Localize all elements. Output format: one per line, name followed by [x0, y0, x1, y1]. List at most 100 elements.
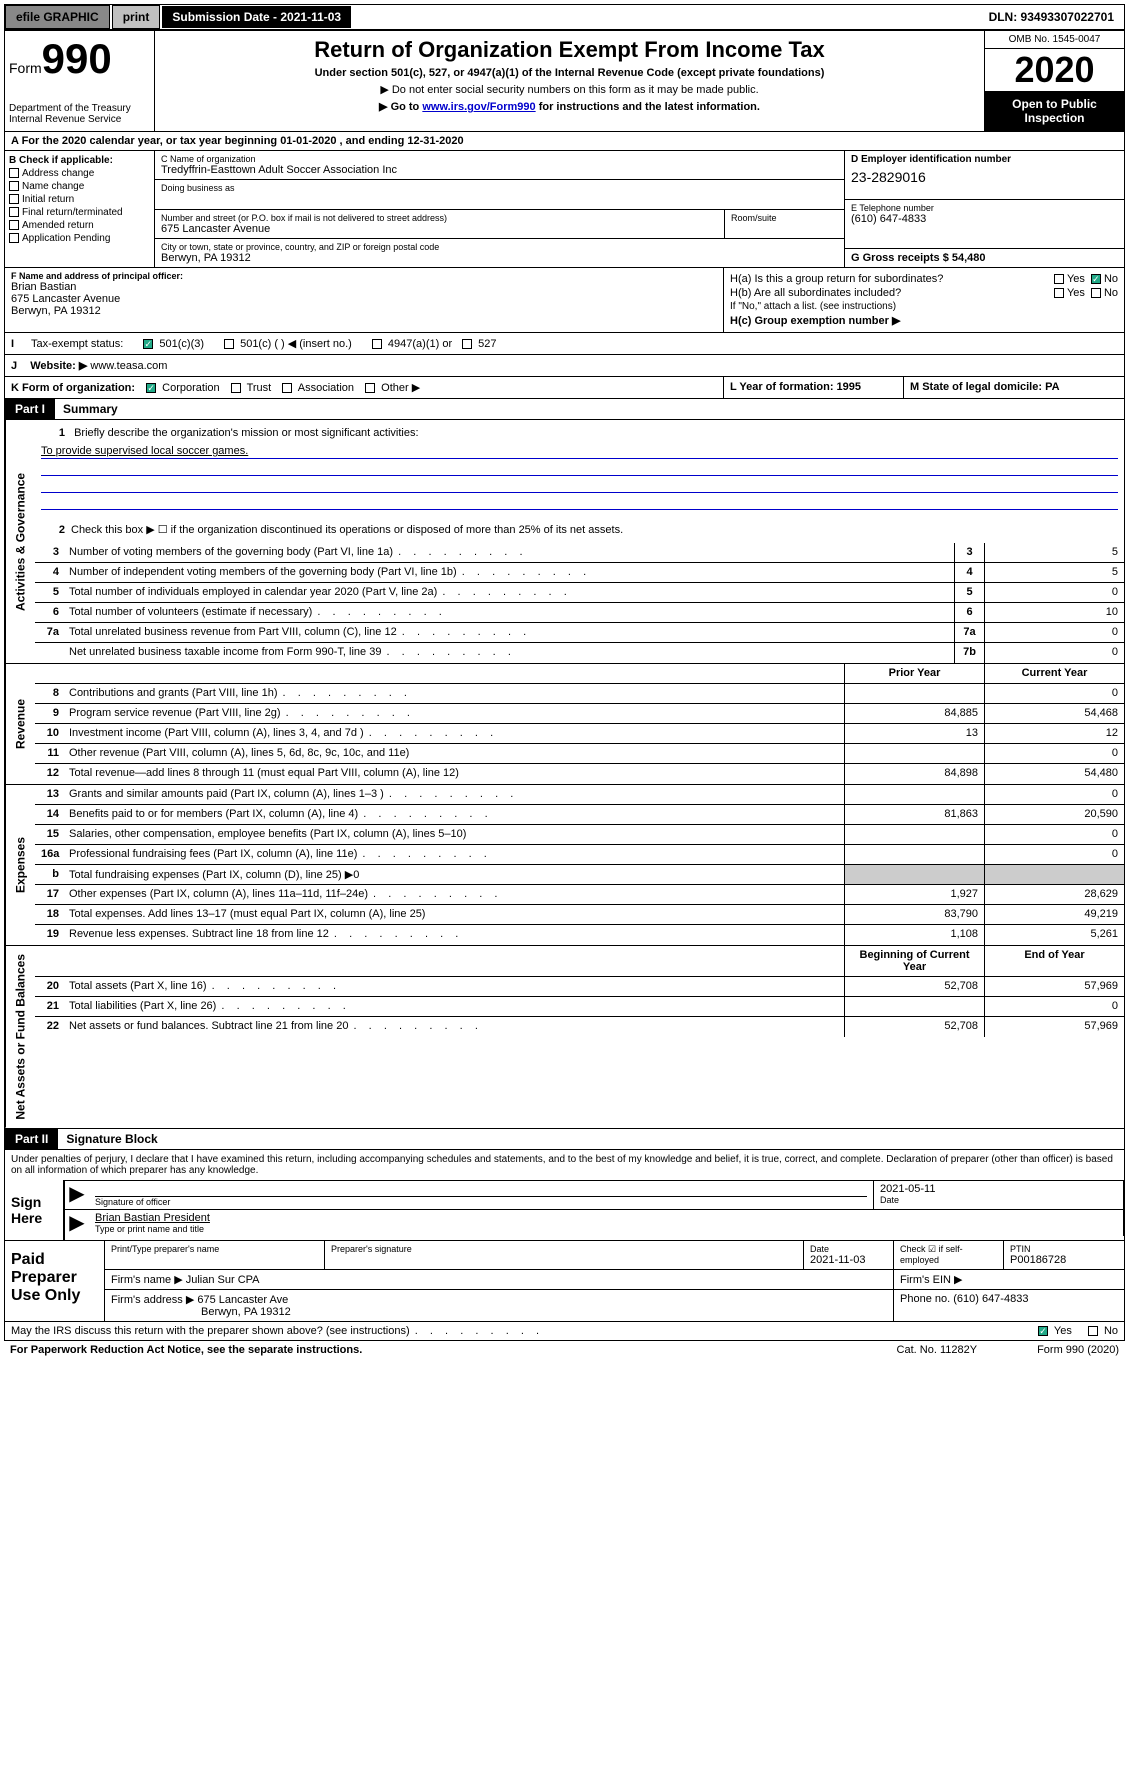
line2-label: Check this box ▶ ☐ if the organization d…: [71, 524, 623, 536]
address-label: Number and street (or P.O. box if mail i…: [161, 213, 718, 223]
501c3-checkbox[interactable]: 501(c)(3): [143, 338, 204, 350]
form-prefix: Form: [9, 60, 42, 76]
org-name-label: C Name of organization: [161, 154, 838, 164]
line16a-label: Professional fundraising fees (Part IX, …: [65, 845, 844, 864]
tax-period: A For the 2020 calendar year, or tax yea…: [4, 132, 1125, 151]
print-button[interactable]: print: [112, 5, 161, 29]
line18-prior: 83,790: [844, 905, 984, 924]
sign-here-label: Sign Here: [5, 1180, 65, 1240]
org-name: Tredyffrin-Easttown Adult Soccer Associa…: [161, 164, 838, 176]
perjury-statement: Under penalties of perjury, I declare th…: [5, 1150, 1124, 1180]
firm-addr1: 675 Lancaster Ave: [197, 1294, 288, 1306]
sig-date: 2021-05-11: [880, 1183, 1117, 1195]
k-other[interactable]: Other ▶: [365, 382, 420, 394]
irs-link[interactable]: www.irs.gov/Form990: [422, 101, 535, 113]
discuss-yes[interactable]: Yes: [1038, 1325, 1072, 1337]
vert-label-revenue: Revenue: [5, 664, 35, 784]
paid-preparer-section: Paid Preparer Use Only Print/Type prepar…: [4, 1241, 1125, 1322]
expenses-section: Expenses 13Grants and similar amounts pa…: [4, 785, 1125, 946]
tax-exempt-label: Tax-exempt status:: [31, 338, 123, 350]
line20-label: Total assets (Part X, line 16): [65, 977, 844, 996]
line9-current: 54,468: [984, 704, 1124, 723]
officer-addr2: Berwyn, PA 19312: [11, 305, 717, 317]
line5-label: Total number of individuals employed in …: [65, 583, 954, 602]
department-label: Department of the Treasury Internal Reve…: [9, 103, 150, 125]
room-label: Room/suite: [731, 213, 838, 223]
line10-label: Investment income (Part VIII, column (A)…: [65, 724, 844, 743]
revenue-section: Revenue Prior YearCurrent Year 8Contribu…: [4, 664, 1125, 785]
line9-prior: 84,885: [844, 704, 984, 723]
line7b-label: Net unrelated business taxable income fr…: [65, 643, 954, 663]
form-subtitle-3: ▶ Go to www.irs.gov/Form990 for instruct…: [161, 100, 978, 113]
line17-label: Other expenses (Part IX, column (A), lin…: [65, 885, 844, 904]
ha-yes[interactable]: Yes: [1054, 273, 1085, 285]
phone-label: E Telephone number: [851, 203, 1118, 213]
501c-other-checkbox[interactable]: 501(c) ( ) ◀ (insert no.): [224, 337, 352, 350]
line11-current: 0: [984, 744, 1124, 763]
efile-button[interactable]: efile GRAPHIC: [5, 5, 110, 29]
application-pending-checkbox[interactable]: Application Pending: [9, 233, 150, 244]
amended-return-checkbox[interactable]: Amended return: [9, 220, 150, 231]
begin-year-header: Beginning of Current Year: [844, 946, 984, 976]
section-klm: K Form of organization: Corporation Trus…: [4, 377, 1125, 399]
form-header: Form990 Department of the Treasury Inter…: [4, 30, 1125, 132]
omb-number: OMB No. 1545-0047: [985, 31, 1124, 49]
address-change-checkbox[interactable]: Address change: [9, 168, 150, 179]
m-domicile: M State of legal domicile: PA: [904, 377, 1124, 398]
527-checkbox[interactable]: 527: [462, 338, 496, 350]
discuss-no[interactable]: No: [1088, 1325, 1118, 1337]
part-ii-header: Part II Signature Block: [4, 1129, 1125, 1150]
firm-addr2: Berwyn, PA 19312: [201, 1306, 887, 1318]
ha-no[interactable]: No: [1091, 273, 1118, 285]
line16b-label: Total fundraising expenses (Part IX, col…: [65, 865, 844, 884]
line13-label: Grants and similar amounts paid (Part IX…: [65, 785, 844, 804]
prep-date: 2021-11-03: [810, 1254, 887, 1266]
line17-current: 28,629: [984, 885, 1124, 904]
line14-prior: 81,863: [844, 805, 984, 824]
line20-current: 57,969: [984, 977, 1124, 996]
k-assoc[interactable]: Association: [282, 382, 354, 394]
4947-checkbox[interactable]: 4947(a)(1) or: [372, 338, 452, 350]
k-corp[interactable]: Corporation: [146, 382, 220, 394]
discuss-question: May the IRS discuss this return with the…: [11, 1325, 1038, 1337]
line10-current: 12: [984, 724, 1124, 743]
form-number: 990: [42, 35, 112, 82]
self-employed-check[interactable]: Check ☑ if self-employed: [894, 1241, 1004, 1269]
end-year-header: End of Year: [984, 946, 1124, 976]
footer: For Paperwork Reduction Act Notice, see …: [4, 1341, 1125, 1359]
line16a-current: 0: [984, 845, 1124, 864]
phone-value: (610) 647-4833: [851, 213, 1118, 225]
line7b-value: 0: [984, 643, 1124, 663]
section-i: I Tax-exempt status: 501(c)(3) 501(c) ( …: [4, 333, 1125, 355]
line22-current: 57,969: [984, 1017, 1124, 1037]
line18-current: 49,219: [984, 905, 1124, 924]
top-toolbar: efile GRAPHIC print Submission Date - 20…: [4, 4, 1125, 30]
firm-ein-label: Firm's EIN ▶: [894, 1270, 1124, 1289]
discuss-row: May the IRS discuss this return with the…: [4, 1322, 1125, 1341]
hb-yes[interactable]: Yes: [1054, 287, 1085, 299]
hb-no[interactable]: No: [1091, 287, 1118, 299]
initial-return-checkbox[interactable]: Initial return: [9, 194, 150, 205]
final-return-checkbox[interactable]: Final return/terminated: [9, 207, 150, 218]
line3-label: Number of voting members of the governin…: [65, 543, 954, 562]
section-j: J Website: ▶ www.teasa.com: [4, 355, 1125, 377]
form-subtitle-2: ▶ Do not enter social security numbers o…: [161, 83, 978, 96]
ha-label: H(a) Is this a group return for subordin…: [730, 273, 1048, 285]
line13-current: 0: [984, 785, 1124, 804]
pra-notice: For Paperwork Reduction Act Notice, see …: [10, 1344, 362, 1356]
line12-label: Total revenue—add lines 8 through 11 (mu…: [65, 764, 844, 784]
line21-label: Total liabilities (Part X, line 26): [65, 997, 844, 1016]
sig-officer-label: Signature of officer: [95, 1197, 867, 1207]
hb-label: H(b) Are all subordinates included?: [730, 287, 1048, 299]
line15-current: 0: [984, 825, 1124, 844]
submission-date-label: Submission Date - 2021-11-03: [162, 6, 351, 28]
dln-label: DLN: 93493307022701: [979, 6, 1124, 28]
firm-phone: Phone no. (610) 647-4833: [894, 1290, 1124, 1321]
prior-year-header: Prior Year: [844, 664, 984, 683]
form-subtitle-1: Under section 501(c), 527, or 4947(a)(1)…: [161, 67, 978, 79]
form-ref: Form 990 (2020): [1037, 1344, 1119, 1356]
name-change-checkbox[interactable]: Name change: [9, 181, 150, 192]
k-trust[interactable]: Trust: [231, 382, 272, 394]
website-value: www.teasa.com: [90, 360, 167, 372]
ein-label: D Employer identification number: [851, 154, 1118, 165]
